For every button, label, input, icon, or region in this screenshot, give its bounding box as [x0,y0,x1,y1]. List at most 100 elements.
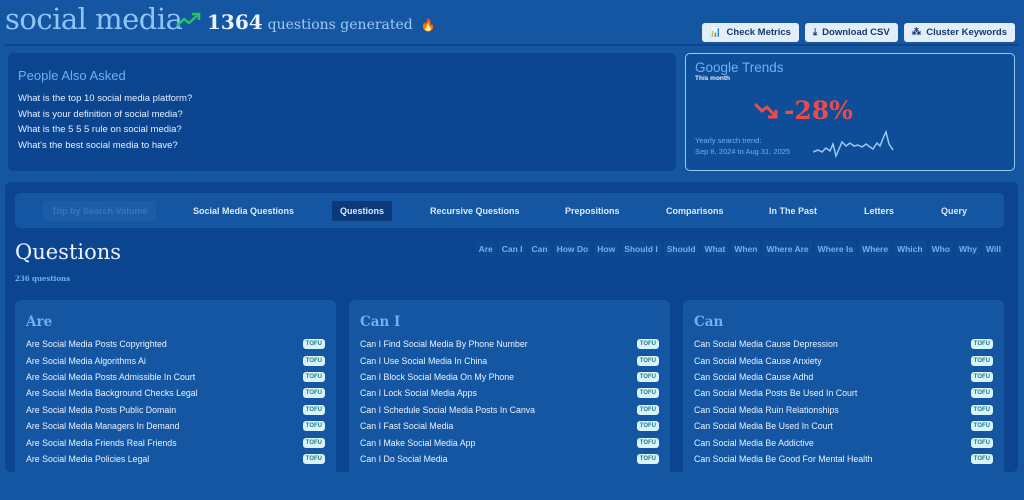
tab-questions[interactable]: Questions [332,201,393,221]
tofu-badge: TOFU [970,355,993,366]
question-text: Can Social Media Be Good For Mental Heal… [694,453,873,464]
tofu-badge: TOFU [636,421,659,432]
trend-change-value: -28% [784,96,853,125]
people-also-asked-panel: People Also Asked What is the top 10 soc… [8,53,676,171]
question-text: Can Social Media Cause Adhd [694,371,814,382]
filter-chip[interactable]: Are [475,241,496,257]
list-item[interactable]: Can Social Media Cause Depression TOFU [694,336,993,352]
list-item[interactable]: Are Social Media Policies Legal TOFU [26,451,325,467]
filter-chip[interactable]: How [594,241,619,257]
trending-up-icon [176,12,201,27]
tab-in-the-past[interactable]: In The Past [769,206,818,216]
filter-chip[interactable]: Can I [498,241,526,257]
question-text: Can I Find Social Media By Phone Number [360,339,528,350]
section-count: 236 questions [15,274,71,283]
list-item[interactable]: Can I Make Social Media App TOFU [360,434,659,450]
bar-chart-icon: 📊 [709,27,722,38]
tofu-badge: TOFU [970,453,993,464]
list-item[interactable]: Can I Use Social Media In China TOFU [360,352,659,368]
question-text: Can Social Media Cause Depression [694,339,838,350]
list-item[interactable]: Can Social Media Be Good For Mental Heal… [694,451,993,467]
tofu-badge: TOFU [970,371,993,382]
filter-chip[interactable]: Should [663,241,699,257]
list-item[interactable]: Are Social Media Posts Public Domain TOFU [26,402,325,418]
tab-prepositions[interactable]: Prepositions [565,206,620,216]
list-item[interactable]: Are Social Media Posts Admissible In Cou… [26,369,325,385]
yearly-label: Yearly search trend: [695,136,762,145]
download-icon: ⤓ [812,27,818,38]
list-item[interactable]: Can Social Media Be Used In Court TOFU [694,418,993,434]
cluster-icon: ⁂ [911,27,922,38]
tab-comparisons[interactable]: Comparisons [666,206,724,216]
header-divider [5,44,1018,46]
list-item[interactable]: Can Social Media Cause Anxiety TOFU [694,352,993,368]
tofu-badge: TOFU [970,421,993,432]
filter-chips: Are Can I Can How Do How Should I Should What Wh… [475,241,1004,257]
filter-chip[interactable]: Why [956,241,980,257]
category-nav: Top by Search Volume Social Media Questi… [15,193,1004,228]
paa-question[interactable]: What is your definition of social media? [18,108,183,120]
list-item[interactable]: Can I Block Social Media On My Phone TOFU [360,369,659,385]
list-item[interactable]: Can I Do Social Media TOFU [360,451,659,467]
list-item[interactable]: Can I Fast Social Media TOFU [360,418,659,434]
tab-recursive-questions[interactable]: Recursive Questions [430,206,520,216]
question-text: Can I Use Social Media In China [360,355,488,366]
tab-query[interactable]: Query [941,206,968,216]
tofu-badge: TOFU [302,355,325,366]
tab-letters[interactable]: Letters [864,206,895,216]
paa-question[interactable]: What's the best social media to have? [18,139,178,151]
list-item[interactable]: Are Social Media Algorithms Ai TOFU [26,352,325,368]
paa-question[interactable]: What is the 5 5 5 rule on social media? [18,124,182,135]
tofu-badge: TOFU [636,355,659,366]
list-item[interactable]: Are Social Media Friends Real Friends TOF… [26,434,325,450]
filter-chip[interactable]: Where [859,241,892,257]
list-item[interactable]: Can I Find Social Media By Phone Number T… [360,336,659,352]
tofu-badge: TOFU [636,404,659,415]
filter-chip[interactable]: Will [982,241,1004,257]
question-text: Can Social Media Ruin Relationships [694,404,839,415]
paa-question[interactable]: What is the top 10 social media platform… [18,93,193,104]
filter-chip[interactable]: Can [528,241,551,257]
list-item[interactable]: Are Social Media Background Checks Legal… [26,385,325,401]
filter-chip[interactable]: Who [928,241,953,257]
question-text: Are Social Media Friends Real Friends [26,437,177,448]
question-text: Are Social Media Policies Legal [26,453,150,464]
question-text: Can Social Media Be Used In Court [694,421,833,432]
question-text: Can I Block Social Media On My Phone [360,371,515,382]
questions-count: 1364 questions generated 🔥 [207,10,436,34]
card-title: Are [26,314,53,330]
filter-chip[interactable]: Where Is [814,241,857,257]
filter-chip[interactable]: Which [894,241,926,257]
cluster-keywords-button[interactable]: ⁂ Cluster Keywords [903,23,1015,42]
questions-panel: Top by Search Volume Social Media Questi… [5,182,1018,500]
filter-chip[interactable]: How Do [553,241,592,257]
tofu-badge: TOFU [302,421,325,432]
list-item[interactable]: Can Social Media Posts Be Used In Court T… [694,385,993,401]
filter-chip[interactable]: Where Are [763,241,812,257]
list-item[interactable]: Can I Schedule Social Media Posts In Can… [360,402,659,418]
question-text: Can I Fast Social Media [360,421,454,432]
filter-chip[interactable]: Should I [621,241,661,257]
tab-top-by-search-volume[interactable]: Top by Search Volume [43,201,156,221]
tab-social-media-questions[interactable]: Social Media Questions [193,206,295,216]
list-item[interactable]: Can Social Media Ruin Relationships TOFU [694,402,993,418]
list-item[interactable]: Can I Lock Social Media Apps TOFU [360,385,659,401]
list-item[interactable]: Are Social Media Managers In Demand TOFU [26,418,325,434]
question-text: Can I Lock Social Media Apps [360,388,477,399]
list-item[interactable]: Are Social Media Posts Copyrighted TOFU [26,336,325,352]
filter-chip[interactable]: When [731,241,761,257]
tofu-badge: TOFU [970,339,993,350]
question-text: Can I Do Social Media [360,453,448,464]
card-title: Can [694,314,724,330]
download-csv-button[interactable]: ⤓ Download CSV [804,23,898,42]
list-item[interactable]: Can Social Media Be Addictive TOFU [694,434,993,450]
question-text: Can Social Media Be Addictive [694,437,814,448]
tofu-badge: TOFU [636,339,659,350]
tofu-badge: TOFU [302,437,325,448]
list-item[interactable]: Can Social Media Cause Adhd TOFU [694,369,993,385]
filter-chip[interactable]: What [701,241,729,257]
check-metrics-button[interactable]: 📊 Check Metrics [701,23,799,42]
card-can-i: Can I Can I Find Social Media By Phone Nu… [349,300,670,500]
sparkline [813,130,894,158]
download-csv-label: Download CSV [822,27,890,38]
